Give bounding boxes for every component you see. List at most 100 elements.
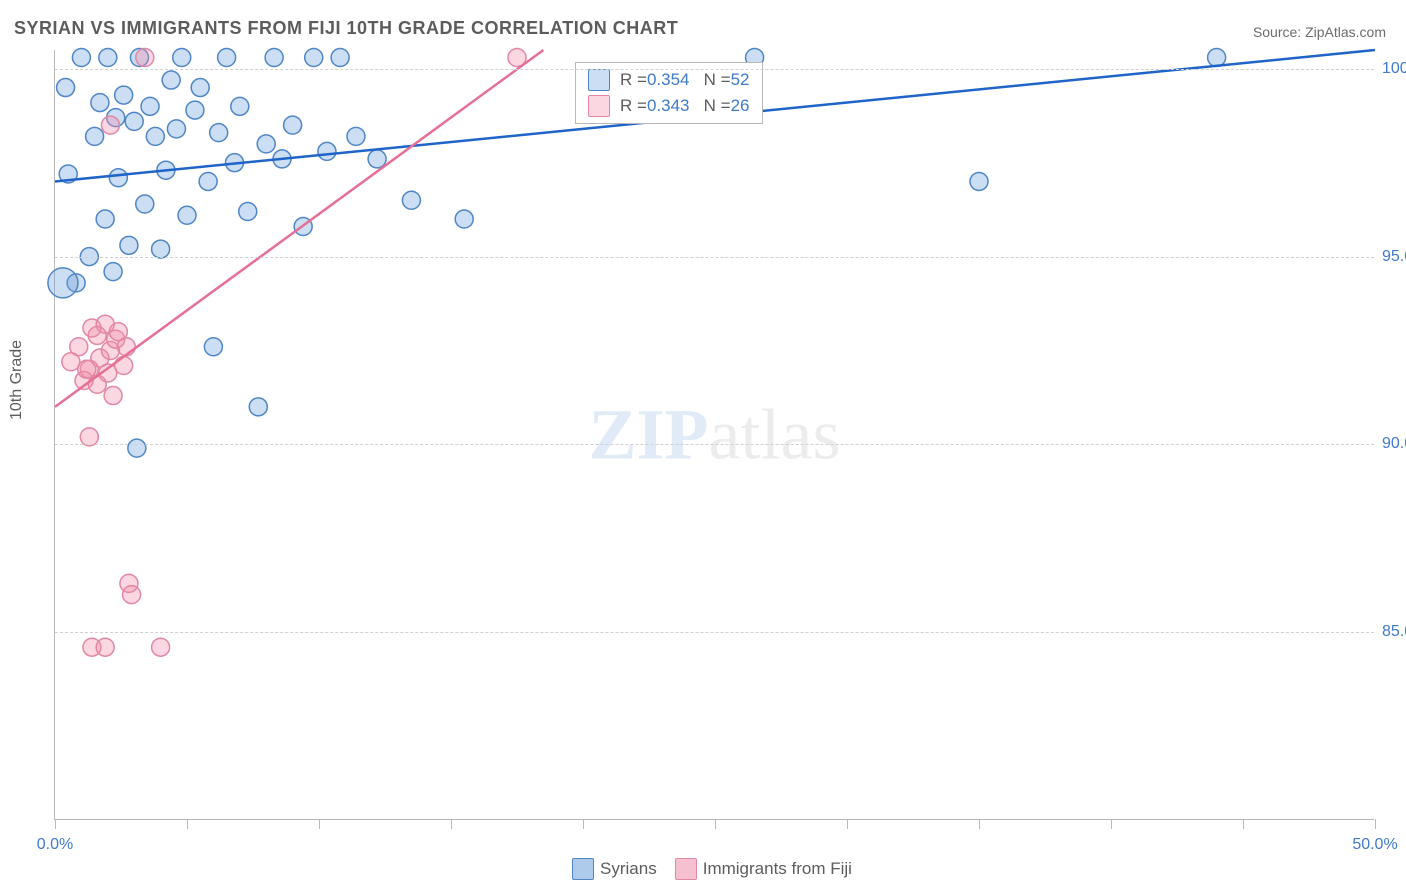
x-tick <box>1243 819 1244 829</box>
chart-title: SYRIAN VS IMMIGRANTS FROM FIJI 10TH GRAD… <box>14 18 678 39</box>
data-point-syrians <box>167 120 185 138</box>
data-point-syrians <box>57 79 75 97</box>
stats-swatch-icon <box>588 95 610 117</box>
data-point-syrians <box>136 195 154 213</box>
data-point-syrians <box>120 236 138 254</box>
data-point-syrians <box>402 191 420 209</box>
stats-row-fiji: R = 0.343 N = 26 <box>576 93 762 119</box>
legend-swatch-icon <box>675 858 697 880</box>
stats-legend-box: R = 0.354 N = 52R = 0.343 N = 26 <box>575 62 763 124</box>
data-point-syrians <box>284 116 302 134</box>
data-point-syrians <box>152 240 170 258</box>
data-point-fiji <box>88 326 106 344</box>
data-point-syrians <box>305 49 323 67</box>
gridline-h <box>55 69 1374 70</box>
y-tick-label: 90.0% <box>1382 435 1406 453</box>
data-point-fiji <box>115 357 133 375</box>
legend-label: Syrians <box>600 859 657 878</box>
x-tick <box>319 819 320 829</box>
gridline-h <box>55 632 1374 633</box>
data-point-syrians <box>210 124 228 142</box>
data-point-fiji <box>104 387 122 405</box>
y-tick-label: 100.0% <box>1382 60 1406 78</box>
stats-r-value: 0.354 <box>647 70 690 90</box>
x-tick <box>451 819 452 829</box>
data-point-syrians <box>1208 49 1226 67</box>
data-point-fiji <box>78 360 96 378</box>
data-point-syrians <box>173 49 191 67</box>
data-point-syrians <box>249 398 267 416</box>
data-point-syrians <box>99 49 117 67</box>
stats-row-syrians: R = 0.354 N = 52 <box>576 67 762 93</box>
legend-bottom: Syrians Immigrants from Fiji <box>0 858 1406 880</box>
source-prefix: Source: <box>1253 24 1305 40</box>
data-point-fiji <box>101 116 119 134</box>
data-point-syrians <box>91 94 109 112</box>
data-point-syrians <box>115 86 133 104</box>
data-point-syrians <box>204 338 222 356</box>
x-tick <box>979 819 980 829</box>
stats-swatch-icon <box>588 69 610 91</box>
data-point-fiji <box>70 338 88 356</box>
x-tick <box>1375 819 1376 829</box>
stats-n-label: N = <box>689 70 730 90</box>
stats-r-label: R = <box>620 70 647 90</box>
x-tick <box>847 819 848 829</box>
x-tick <box>1111 819 1112 829</box>
data-point-syrians <box>162 71 180 89</box>
data-point-syrians <box>231 97 249 115</box>
stats-n-label: N = <box>689 96 730 116</box>
stats-n-value: 26 <box>731 96 750 116</box>
gridline-h <box>55 444 1374 445</box>
data-point-syrians <box>141 97 159 115</box>
data-point-syrians <box>72 49 90 67</box>
data-point-fiji <box>123 586 141 604</box>
data-point-syrians <box>125 112 143 130</box>
data-point-syrians <box>265 49 283 67</box>
gridline-h <box>55 257 1374 258</box>
data-point-syrians <box>48 268 78 298</box>
source-name: ZipAtlas.com <box>1305 24 1386 40</box>
y-tick-label: 85.0% <box>1382 623 1406 641</box>
data-point-syrians <box>257 135 275 153</box>
data-point-syrians <box>96 210 114 228</box>
legend-label: Immigrants from Fiji <box>703 859 852 878</box>
stats-r-label: R = <box>620 96 647 116</box>
y-axis-label: 10th Grade <box>8 340 26 420</box>
data-point-fiji <box>80 428 98 446</box>
plot-svg <box>55 50 1374 819</box>
x-tick <box>187 819 188 829</box>
x-tick <box>55 819 56 829</box>
data-point-syrians <box>368 150 386 168</box>
data-point-syrians <box>318 142 336 160</box>
data-point-syrians <box>186 101 204 119</box>
data-point-fiji <box>96 638 114 656</box>
legend-swatch-icon <box>572 858 594 880</box>
data-point-syrians <box>347 127 365 145</box>
data-point-syrians <box>104 263 122 281</box>
data-point-syrians <box>178 206 196 224</box>
plot-area: ZIPatlas R = 0.354 N = 52R = 0.343 N = 2… <box>54 50 1374 820</box>
data-point-syrians <box>86 127 104 145</box>
data-point-syrians <box>455 210 473 228</box>
stats-n-value: 52 <box>731 70 750 90</box>
x-tick-label: 0.0% <box>37 836 73 854</box>
data-point-syrians <box>128 439 146 457</box>
data-point-fiji <box>117 338 135 356</box>
data-point-syrians <box>191 79 209 97</box>
data-point-syrians <box>218 49 236 67</box>
x-tick <box>715 819 716 829</box>
data-point-syrians <box>970 172 988 190</box>
data-point-syrians <box>331 49 349 67</box>
data-point-syrians <box>239 203 257 221</box>
data-point-syrians <box>199 172 217 190</box>
data-point-fiji <box>152 638 170 656</box>
data-point-syrians <box>146 127 164 145</box>
source-label: Source: ZipAtlas.com <box>1253 24 1386 40</box>
data-point-fiji <box>136 49 154 67</box>
x-tick <box>583 819 584 829</box>
y-tick-label: 95.0% <box>1382 248 1406 266</box>
stats-r-value: 0.343 <box>647 96 690 116</box>
data-point-syrians <box>109 169 127 187</box>
x-tick-label: 50.0% <box>1352 836 1397 854</box>
